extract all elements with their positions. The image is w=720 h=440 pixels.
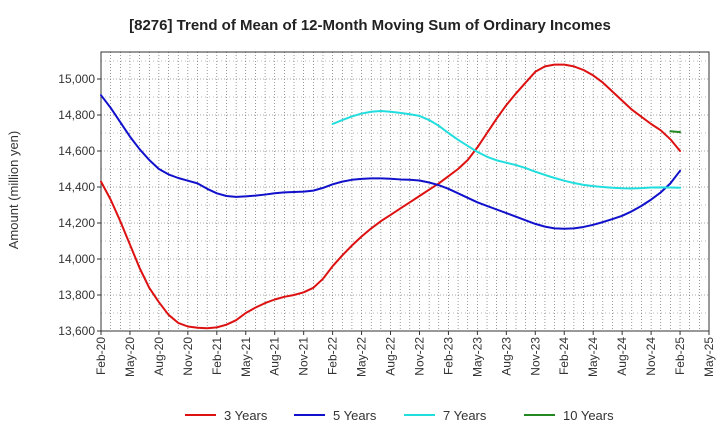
x-tick-label: May-23 xyxy=(470,337,484,377)
legend-label-5-years: 5 Years xyxy=(333,408,377,423)
series-line-3-years xyxy=(100,63,682,330)
y-tick-label: 13,800 xyxy=(58,288,95,302)
x-ticks: Feb-20 May-20 Aug-20 Nov-20 Feb-21 May-21 Aug-… xyxy=(94,331,716,377)
x-tick-label: Nov-22 xyxy=(412,337,426,376)
x-tick-label: Aug-20 xyxy=(152,337,166,376)
plot-frame xyxy=(100,51,710,332)
x-tick-label: Nov-23 xyxy=(528,337,542,376)
x-tick-label: Feb-24 xyxy=(557,337,571,375)
y-tick-label: 14,000 xyxy=(58,252,95,266)
x-tick-label: Nov-21 xyxy=(297,337,311,376)
x-tick-label: May-22 xyxy=(355,337,369,377)
x-tick-label: Nov-24 xyxy=(644,337,658,376)
series-group xyxy=(100,63,682,330)
y-axis-label: Amount (million yen) xyxy=(6,131,21,250)
chart-title: [8276] Trend of Mean of 12-Month Moving … xyxy=(129,17,611,34)
x-tick-label: Aug-24 xyxy=(615,337,629,376)
plot-area-border xyxy=(100,51,710,332)
legend-label-7-years: 7 Years xyxy=(443,408,487,423)
x-tick-label: May-24 xyxy=(586,337,600,377)
y-tick-label: 14,200 xyxy=(58,216,95,230)
x-tick-label: May-21 xyxy=(239,337,253,377)
series-line-7-years xyxy=(331,110,682,190)
x-tick-label: Feb-20 xyxy=(94,337,108,375)
x-tick-label: Nov-20 xyxy=(181,337,195,376)
series-line-5-years xyxy=(100,94,682,230)
x-tick-label: Feb-23 xyxy=(441,337,455,375)
legend-label-3-years: 3 Years xyxy=(224,408,268,423)
x-tick-label: Aug-23 xyxy=(499,337,513,376)
x-tick-label: Feb-21 xyxy=(210,337,224,375)
x-tick-label: Feb-22 xyxy=(326,337,340,375)
y-tick-label: 13,600 xyxy=(58,324,95,338)
legend: 3 Years 5 Years 7 Years 10 Years xyxy=(185,408,614,423)
y-tick-label: 14,800 xyxy=(58,108,95,122)
grid xyxy=(100,52,710,332)
legend-label-10-years: 10 Years xyxy=(563,408,614,423)
series-line-10-years xyxy=(669,130,682,134)
x-tick-label: Aug-22 xyxy=(384,337,398,376)
x-tick-label: Feb-25 xyxy=(673,337,687,375)
y-tick-label: 14,400 xyxy=(58,180,95,194)
x-tick-label: May-20 xyxy=(123,337,137,377)
y-tick-label: 14,600 xyxy=(58,144,95,158)
x-tick-label: Aug-21 xyxy=(268,337,282,376)
y-tick-label: 15,000 xyxy=(58,72,95,86)
x-tick-label: May-25 xyxy=(702,337,716,377)
y-ticks: 13,600 13,800 14,000 14,200 14,400 14,600 14,8… xyxy=(58,72,101,338)
